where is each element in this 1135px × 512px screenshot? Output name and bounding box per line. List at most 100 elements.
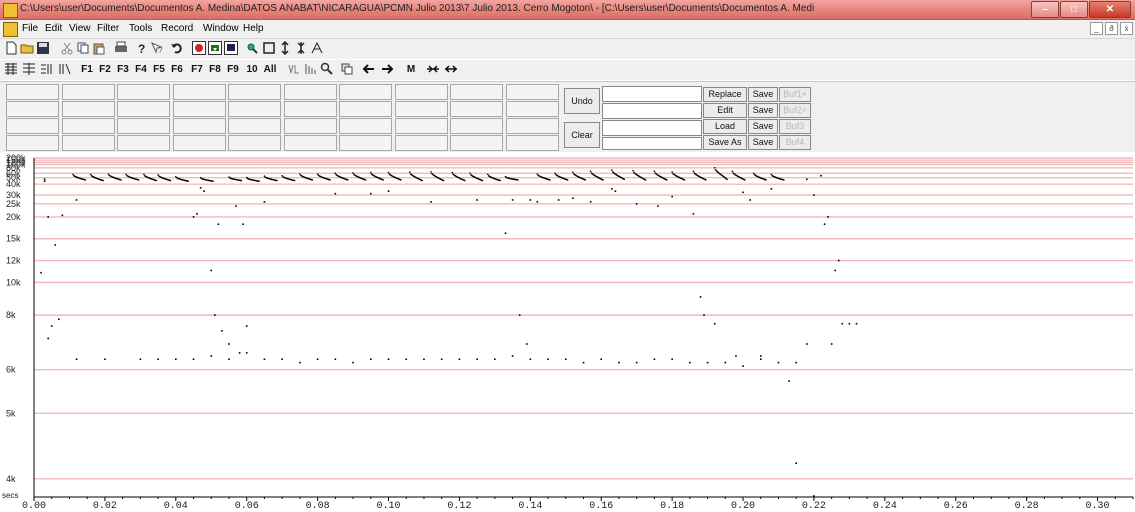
filter-f5-button[interactable]: F5 — [153, 64, 165, 75]
buffer-textbox-1[interactable] — [602, 86, 702, 102]
species-cell[interactable] — [283, 118, 337, 134]
linear-scale-icon[interactable] — [287, 62, 301, 76]
species-cell[interactable] — [117, 84, 170, 100]
species-cell[interactable] — [172, 135, 226, 151]
species-cell[interactable] — [228, 101, 281, 117]
menu-view[interactable]: View — [69, 23, 91, 34]
species-cell[interactable] — [172, 118, 226, 134]
undo-icon[interactable] — [170, 41, 184, 55]
copy-icon[interactable] — [76, 41, 90, 55]
species-cell[interactable] — [339, 118, 392, 134]
maximize-button[interactable]: □ — [1060, 1, 1088, 18]
filter-f3-button[interactable]: F3 — [117, 64, 129, 75]
species-cell[interactable] — [283, 84, 337, 100]
species-cell[interactable] — [394, 101, 448, 117]
buffer-textbox-2[interactable] — [602, 103, 702, 119]
filter-f8-button[interactable]: F8 — [209, 64, 221, 75]
edit-button[interactable]: Edit — [703, 103, 747, 118]
species-cell[interactable] — [6, 84, 59, 100]
paste-icon[interactable] — [92, 41, 106, 55]
new-file-icon[interactable] — [4, 41, 18, 55]
vertical-compress-icon[interactable] — [294, 41, 308, 55]
filter-10-button[interactable]: 10 — [246, 64, 258, 75]
save-as-button[interactable]: Save As — [703, 135, 747, 150]
cut-icon[interactable] — [60, 41, 74, 55]
species-cell[interactable] — [228, 118, 281, 134]
magnify-icon[interactable] — [320, 62, 334, 76]
species-cell[interactable] — [394, 84, 448, 100]
save-button-3[interactable]: Save — [748, 119, 778, 134]
species-cell[interactable] — [394, 135, 448, 151]
species-cell[interactable] — [6, 118, 59, 134]
download-icon[interactable] — [208, 41, 222, 55]
species-cell[interactable] — [6, 101, 59, 117]
save-button-1[interactable]: Save — [748, 87, 778, 102]
species-cell[interactable] — [339, 101, 392, 117]
arrow-right-icon[interactable] — [380, 62, 394, 76]
save-icon[interactable] — [36, 41, 50, 55]
context-help-icon[interactable]: ? — [150, 41, 164, 55]
species-cell[interactable] — [61, 101, 115, 117]
marker-button[interactable]: M — [406, 64, 416, 75]
save-button-2[interactable]: Save — [748, 103, 778, 118]
species-cell[interactable] — [228, 84, 281, 100]
help-icon[interactable]: ? — [134, 41, 148, 55]
buffer-4-button[interactable]: Buf4 — [779, 135, 811, 150]
vertical-expand-icon[interactable] — [278, 41, 292, 55]
menu-edit[interactable]: Edit — [45, 23, 63, 34]
copy-view-icon[interactable] — [340, 62, 354, 76]
mdi-restore-button[interactable]: ð — [1105, 22, 1118, 35]
species-cell[interactable] — [505, 118, 559, 134]
buffer-1-button[interactable]: Buf1+ — [779, 87, 811, 102]
species-cell[interactable] — [61, 84, 115, 100]
species-cell[interactable] — [117, 101, 170, 117]
clear-button[interactable]: Clear — [564, 122, 600, 148]
buffer-3-button[interactable]: Buf3 — [779, 119, 811, 134]
open-folder-icon[interactable] — [20, 41, 34, 55]
compressed-scale-icon[interactable] — [304, 62, 318, 76]
display-icon[interactable] — [224, 41, 238, 55]
species-cell[interactable] — [61, 118, 115, 134]
document-icon[interactable] — [3, 22, 18, 37]
species-cell[interactable] — [6, 135, 59, 151]
filter-f4-button[interactable]: F4 — [135, 64, 147, 75]
species-cell[interactable] — [505, 101, 559, 117]
replace-button[interactable]: Replace — [703, 87, 747, 102]
select-box-icon[interactable] — [262, 41, 276, 55]
menu-help[interactable]: Help — [243, 23, 264, 34]
zoom-icon[interactable] — [246, 41, 260, 55]
expand-time-icon[interactable] — [444, 62, 458, 76]
sonogram-plot[interactable]: 200k 150k 120k 100k 80k 60k 50k 40k 30k 25k 20k 15k… — [0, 152, 1135, 512]
title-bar[interactable]: C:\Users\user\Documents\Documentos A. Me… — [0, 0, 1135, 20]
arrow-left-icon[interactable] — [362, 62, 376, 76]
species-cell[interactable] — [450, 101, 503, 117]
menu-file[interactable]: File — [22, 23, 39, 34]
buffer-textbox-3[interactable] — [602, 120, 702, 136]
filter-f6-button[interactable]: F6 — [171, 64, 183, 75]
species-icon[interactable] — [310, 41, 324, 55]
compress-time-icon[interactable] — [426, 62, 440, 76]
filter-f9-button[interactable]: F9 — [227, 64, 239, 75]
filter-f1-button[interactable]: F1 — [81, 64, 93, 75]
filter-f2-button[interactable]: F2 — [99, 64, 111, 75]
species-cell[interactable] — [394, 118, 448, 134]
species-cell[interactable] — [450, 118, 503, 134]
menu-window[interactable]: Window — [203, 23, 239, 34]
species-cell[interactable] — [339, 84, 392, 100]
load-button[interactable]: Load — [703, 119, 747, 134]
species-cell[interactable] — [505, 135, 559, 151]
species-cell[interactable] — [228, 135, 281, 151]
species-cell[interactable] — [61, 135, 115, 151]
species-cell[interactable] — [283, 135, 337, 151]
mdi-close-button[interactable]: x — [1120, 22, 1133, 35]
species-cell[interactable] — [117, 135, 170, 151]
menu-filter[interactable]: Filter — [97, 23, 120, 34]
minimize-button[interactable]: – — [1031, 1, 1059, 18]
save-button-4[interactable]: Save — [748, 135, 778, 150]
species-cell[interactable] — [450, 135, 503, 151]
menu-tools[interactable]: Tools — [129, 23, 153, 34]
species-cell[interactable] — [339, 135, 392, 151]
view-mode-4-icon[interactable] — [58, 62, 72, 76]
species-cell[interactable] — [450, 84, 503, 100]
species-cell[interactable] — [172, 84, 226, 100]
